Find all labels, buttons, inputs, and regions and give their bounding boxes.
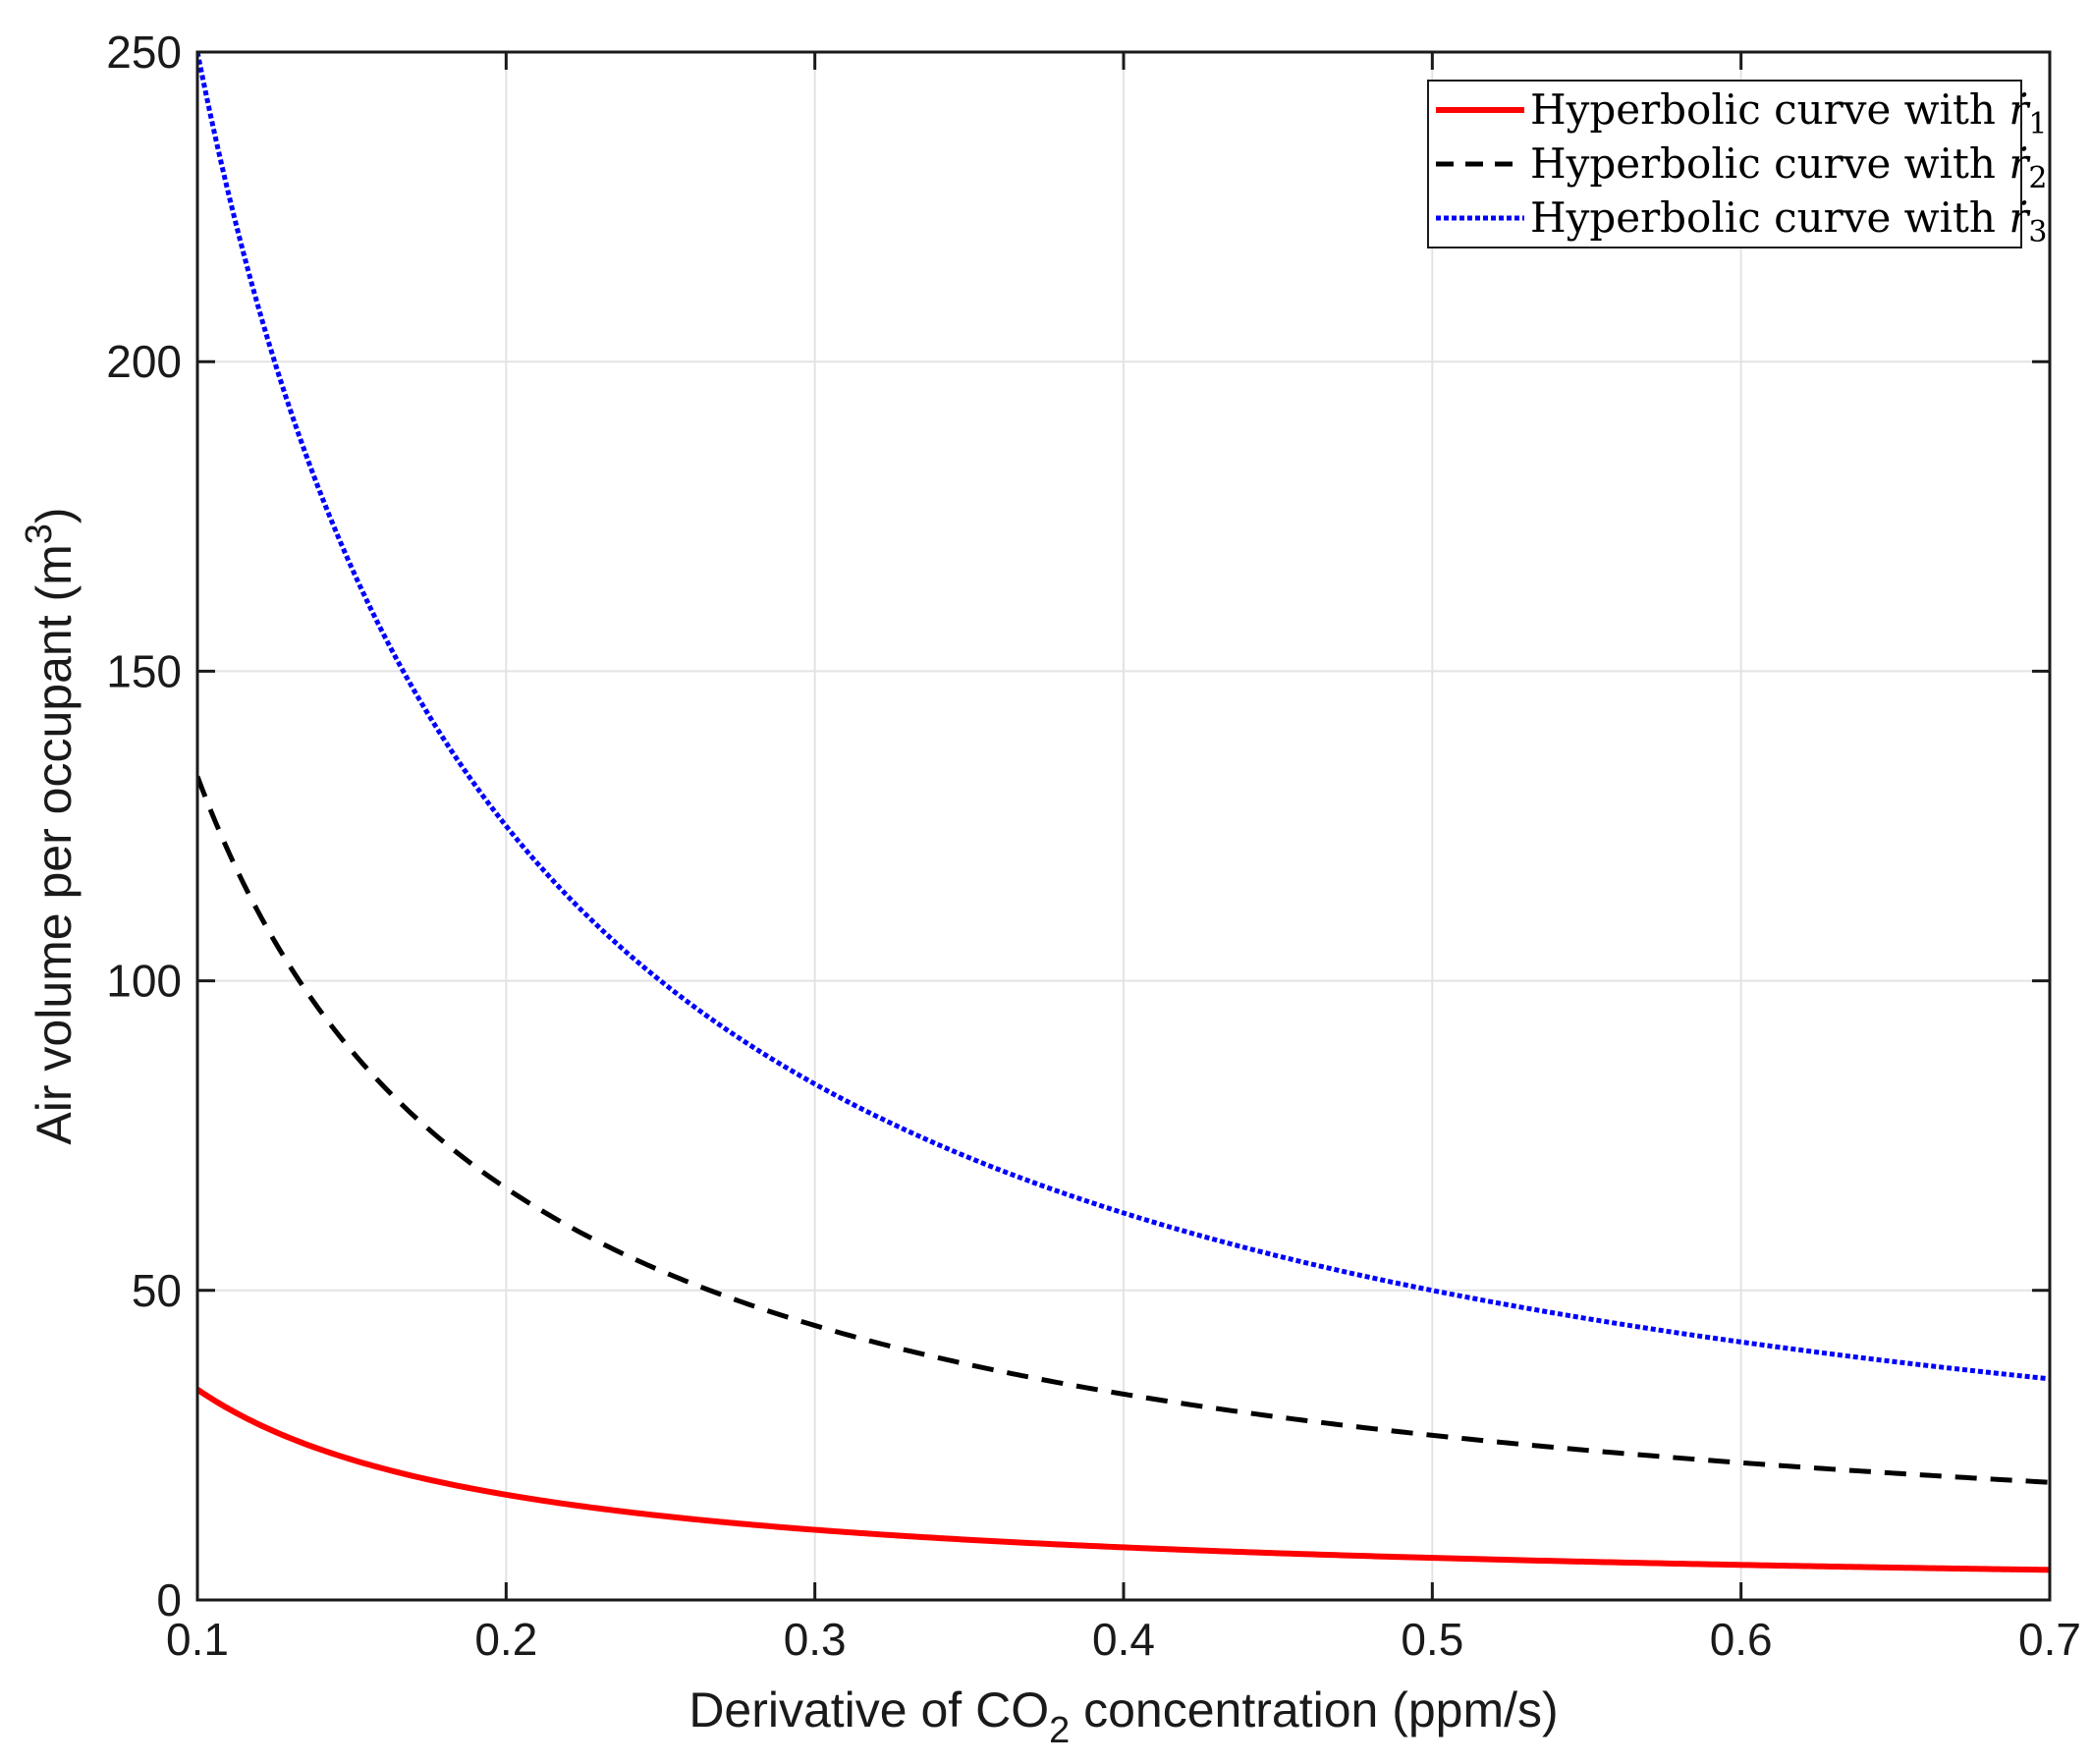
- x-axis-label: Derivative of CO2 concentration (ppm/s): [688, 1682, 1558, 1751]
- x-tick-label: 0.3: [784, 1614, 847, 1665]
- legend-label-prefix: Hyperbolic curve with: [1530, 85, 2008, 134]
- y-axis-label-superscript: 3: [19, 524, 60, 544]
- x-axis-label-subscript: 2: [1049, 1710, 1070, 1751]
- legend-label-2: Hyperbolic curve with ṙ2: [1530, 139, 2048, 195]
- y-axis-label-text: Air volume per occupant (m: [27, 544, 82, 1144]
- y-tick-label: 250: [106, 27, 182, 78]
- legend-label-1: Hyperbolic curve with ṙ1: [1530, 85, 2048, 141]
- legend-label-subscript: 2: [2028, 161, 2047, 195]
- x-tick-label: 0.2: [474, 1614, 537, 1665]
- y-axis-label-suffix: ): [27, 507, 82, 524]
- x-tick-label: 0.7: [2018, 1614, 2081, 1665]
- legend-label-3: Hyperbolic curve with ṙ3: [1530, 193, 2048, 249]
- legend-label-subscript: 1: [2028, 107, 2047, 141]
- legend-label-subscript: 3: [2028, 215, 2047, 249]
- y-tick-labels: 0 50 100 150 200 250: [106, 27, 182, 1626]
- x-tick-label: 0.4: [1092, 1614, 1155, 1665]
- series-lines: [197, 52, 2050, 1573]
- x-axis-label-prefix: Derivative of CO: [688, 1682, 1049, 1737]
- legend-label-prefix: Hyperbolic curve with: [1530, 193, 2008, 242]
- x-tick-label: 0.6: [1710, 1614, 1773, 1665]
- legend-label-prefix: Hyperbolic curve with: [1530, 139, 2008, 188]
- y-tick-label: 100: [106, 956, 182, 1007]
- legend-label-symbol: ṙ: [2008, 139, 2031, 188]
- x-tick-label: 0.1: [166, 1614, 229, 1665]
- series-line-3: [197, 52, 2050, 1382]
- axis-ticks: [195, 50, 2052, 1602]
- legend-box: [1427, 80, 2022, 248]
- x-axis-label-suffix: concentration (ppm/s): [1070, 1682, 1558, 1737]
- grid-lines: [197, 52, 2050, 1600]
- y-tick-label: 150: [106, 645, 182, 696]
- series-line-2: [197, 775, 2050, 1485]
- y-tick-label: 50: [132, 1265, 182, 1316]
- legend-label-symbol: ṙ: [2008, 85, 2031, 134]
- x-tick-label: 0.5: [1401, 1614, 1463, 1665]
- legend-label-symbol: ṙ: [2008, 193, 2031, 242]
- y-tick-label: 200: [106, 336, 182, 387]
- series-line-1: [197, 1387, 2050, 1573]
- x-tick-labels: 0.1 0.2 0.3 0.4 0.5 0.6 0.7: [166, 1614, 2081, 1665]
- y-tick-label: 0: [156, 1574, 182, 1626]
- y-axis-label: Air volume per occupant (m3): [19, 507, 82, 1144]
